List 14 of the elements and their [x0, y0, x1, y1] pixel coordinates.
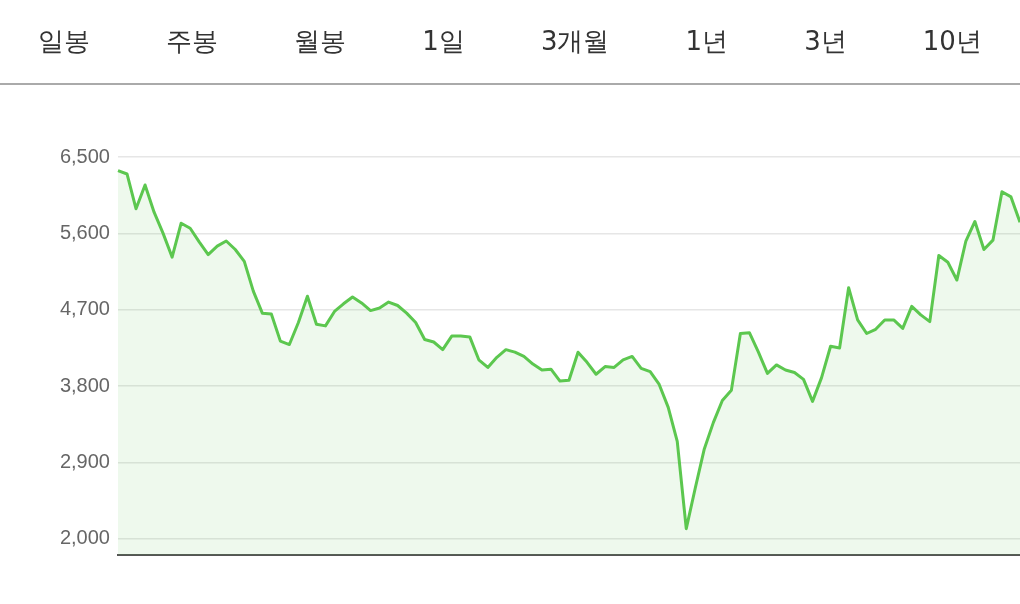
y-tick-label: 3,800: [59, 373, 110, 396]
y-tick-label: 4,700: [59, 297, 110, 320]
text: 1년: [685, 25, 729, 58]
text: 주봉: [166, 25, 219, 58]
y-tick-label: 2,000: [59, 526, 110, 549]
text: 일봉: [38, 25, 91, 58]
text: 3년: [804, 25, 847, 58]
text: 월봉: [294, 25, 347, 58]
text: 1일: [422, 25, 465, 58]
y-tick-label: 5,600: [59, 220, 110, 243]
y-tick-label: 2,900: [59, 450, 110, 473]
text: 10년: [922, 25, 982, 58]
y-tick-label: 6,500: [59, 144, 110, 167]
text: 3개월: [540, 25, 610, 58]
